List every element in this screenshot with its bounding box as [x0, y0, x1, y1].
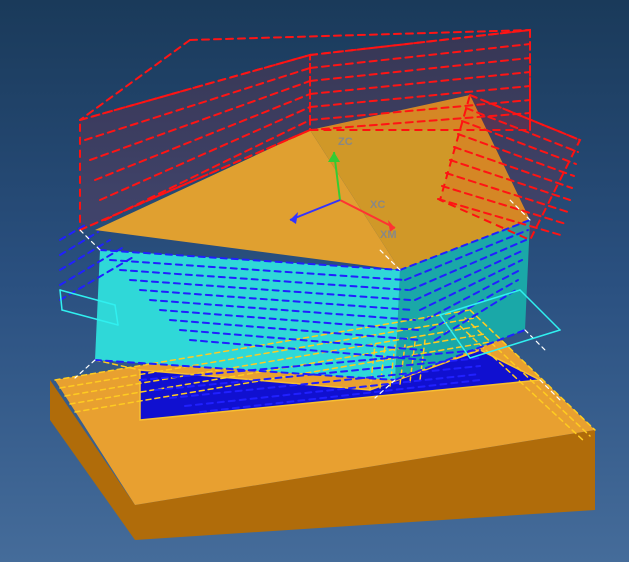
axis-label-xc: XC [370, 199, 385, 211]
cad-viewport[interactable]: XC XM ZC [0, 0, 629, 562]
scene-svg: XC XM ZC [0, 0, 629, 562]
axis-label-xm: XM [380, 229, 397, 241]
axis-label-zc: ZC [338, 136, 353, 148]
